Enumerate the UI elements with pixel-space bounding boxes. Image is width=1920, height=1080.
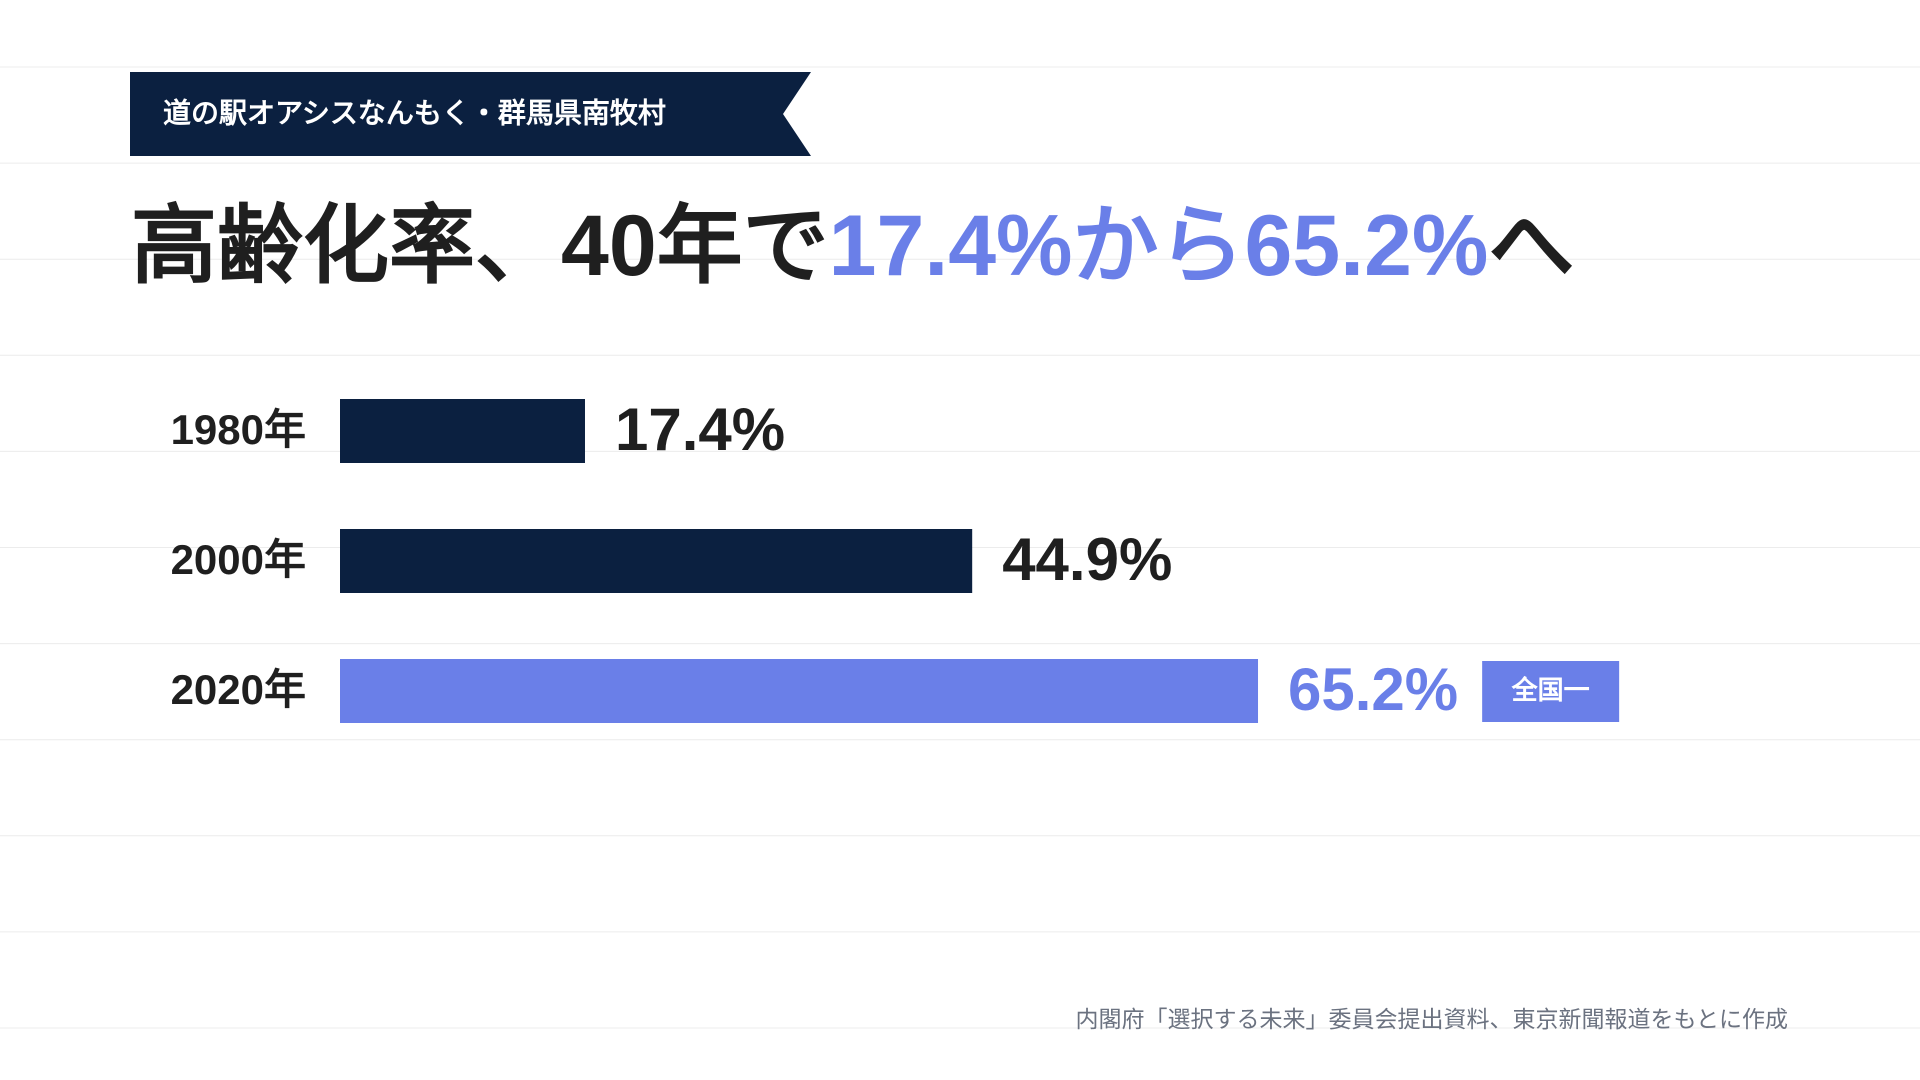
- category-label: 2000年: [171, 536, 306, 583]
- bar: [340, 399, 585, 463]
- tag-box: [130, 72, 811, 156]
- tag: 道の駅オアシスなんもく・群馬県南牧村: [163, 96, 666, 128]
- value-label: 65.2%: [1288, 656, 1458, 723]
- chart-title: 高齢化率、40年で17.4%から65.2%へ: [131, 198, 1574, 294]
- category-label: 1980年: [171, 406, 306, 453]
- title-part: へ: [1488, 198, 1574, 294]
- bar: [340, 659, 1259, 723]
- badge-box: [1482, 661, 1620, 722]
- badge: 全国一: [1511, 675, 1590, 705]
- value-label: 44.9%: [1002, 526, 1172, 593]
- category-label: 2020年: [171, 666, 306, 713]
- title-part: 高齢化率、40年で: [131, 198, 829, 294]
- title-part: 17.4%から65.2%: [829, 198, 1489, 294]
- bar: [340, 529, 973, 593]
- value-label: 17.4%: [615, 396, 785, 463]
- source-note: 内閣府「選択する未来」委員会提出資料、東京新聞報道をもとに作成: [1075, 1006, 1788, 1032]
